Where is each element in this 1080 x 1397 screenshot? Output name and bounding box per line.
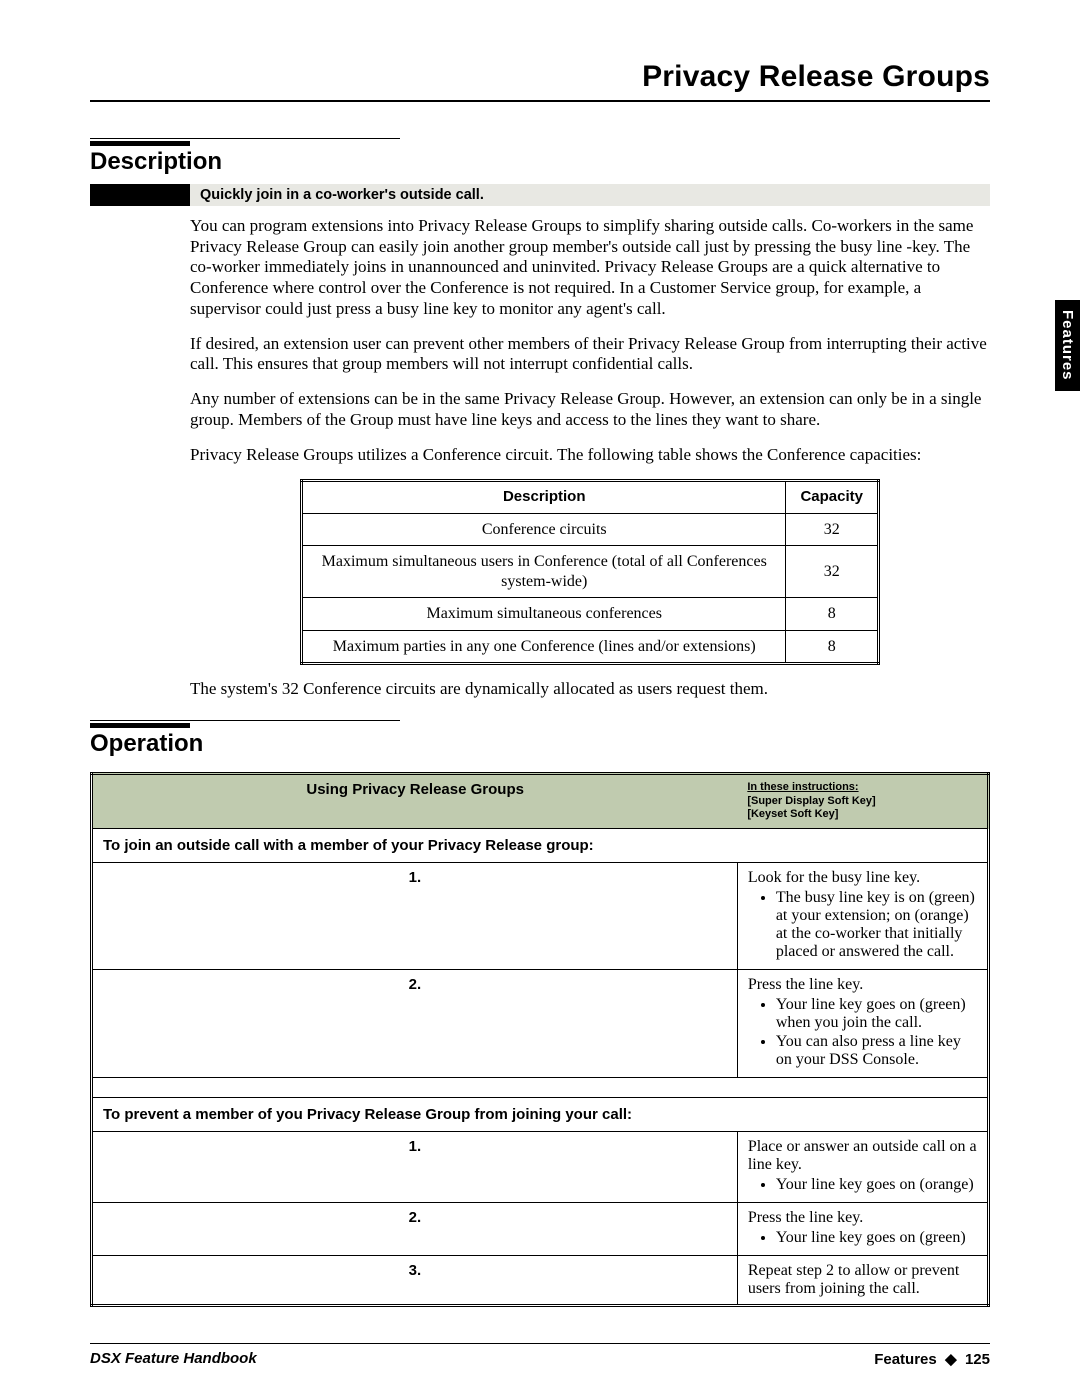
capacity-table: Description Capacity Conference circuits…	[300, 479, 880, 665]
step-text: Press the line key.	[748, 1209, 863, 1226]
subhead-text: To prevent a member of you Privacy Relea…	[92, 1098, 989, 1132]
para: Any number of extensions can be in the s…	[190, 389, 990, 430]
table-row: 2. Press the line key. Your line key goe…	[92, 970, 989, 1078]
side-tab-features: Features	[1055, 300, 1080, 391]
table-row: Maximum parties in any one Conference (l…	[302, 630, 879, 664]
callout-black-box	[90, 184, 190, 206]
operation-subhead: To join an outside call with a member of…	[92, 829, 989, 863]
step-text: Look for the busy line key.	[748, 869, 920, 886]
section-rule	[90, 720, 400, 721]
cell-desc: Conference circuits	[302, 513, 786, 546]
step-num: 3.	[92, 1256, 738, 1306]
legend-line: [Super Display Soft Key]	[747, 795, 875, 807]
title-rule	[90, 100, 990, 102]
step-num: 1.	[92, 863, 738, 970]
table-row: Conference circuits 32	[302, 513, 879, 546]
spacer-row	[92, 1078, 989, 1098]
operation-legend: In these instructions: [Super Display So…	[737, 773, 988, 828]
step-text: Place or answer an outside call on a lin…	[748, 1138, 977, 1173]
step-cell: Repeat step 2 to allow or prevent users …	[737, 1256, 988, 1306]
operation-title: Using Privacy Release Groups	[92, 773, 738, 828]
cell-cap: 32	[786, 546, 879, 598]
operation-header-row: Using Privacy Release Groups In these in…	[92, 773, 989, 828]
operation-section: Operation Using Privacy Release Groups I…	[90, 720, 990, 1307]
list-item: Your line key goes on (green) when you j…	[776, 996, 977, 1032]
cell-cap: 32	[786, 513, 879, 546]
section-rule-thick	[90, 723, 190, 728]
cell-desc: Maximum simultaneous users in Conference…	[302, 546, 786, 598]
operation-heading: Operation	[90, 730, 990, 758]
page-title: Privacy Release Groups	[90, 60, 990, 94]
step-num: 2.	[92, 970, 738, 1078]
section-rule-thick	[90, 141, 190, 146]
col-description: Description	[302, 481, 786, 513]
col-capacity: Capacity	[786, 481, 879, 513]
step-text: Repeat step 2 to allow or prevent users …	[748, 1262, 960, 1297]
table-header-row: Description Capacity	[302, 481, 879, 513]
para: Privacy Release Groups utilizes a Confer…	[190, 445, 990, 466]
bullet-list: The busy line key is on (green) at your …	[776, 889, 977, 961]
cell-desc: Maximum simultaneous conferences	[302, 598, 786, 631]
step-num: 2.	[92, 1203, 738, 1256]
section-rule	[90, 138, 400, 139]
subhead-text: To join an outside call with a member of…	[92, 829, 989, 863]
document-page: Privacy Release Groups Features Descript…	[0, 0, 1080, 1397]
para: The system's 32 Conference circuits are …	[190, 679, 990, 700]
legend-line: [Keyset Soft Key]	[747, 808, 838, 820]
callout-row: Quickly join in a co-worker's outside ca…	[90, 184, 990, 206]
bullet-list: Your line key goes on (green) when you j…	[776, 996, 977, 1069]
cell-desc: Maximum parties in any one Conference (l…	[302, 630, 786, 664]
footer-sep: ◆	[945, 1351, 957, 1368]
list-item: The busy line key is on (green) at your …	[776, 889, 977, 961]
list-item: Your line key goes on (green)	[776, 1229, 977, 1247]
description-body: You can program extensions into Privacy …	[190, 216, 990, 700]
para: You can program extensions into Privacy …	[190, 216, 990, 320]
step-text: Press the line key.	[748, 976, 863, 993]
cell-cap: 8	[786, 630, 879, 664]
table-row: Maximum simultaneous conferences 8	[302, 598, 879, 631]
description-section: Description Quickly join in a co-worker'…	[90, 138, 990, 700]
operation-subhead: To prevent a member of you Privacy Relea…	[92, 1098, 989, 1132]
step-cell: Press the line key. Your line key goes o…	[737, 970, 988, 1078]
list-item: Your line key goes on (orange)	[776, 1176, 977, 1194]
table-row: 2. Press the line key. Your line key goe…	[92, 1203, 989, 1256]
step-num: 1.	[92, 1132, 738, 1203]
bullet-list: Your line key goes on (orange)	[776, 1176, 977, 1194]
operation-table: Using Privacy Release Groups In these in…	[90, 772, 990, 1307]
table-row: Maximum simultaneous users in Conference…	[302, 546, 879, 598]
step-cell: Look for the busy line key. The busy lin…	[737, 863, 988, 970]
table-row: 1. Place or answer an outside call on a …	[92, 1132, 989, 1203]
footer-page-number: 125	[965, 1351, 990, 1368]
cell-cap: 8	[786, 598, 879, 631]
callout-text: Quickly join in a co-worker's outside ca…	[190, 184, 990, 206]
footer-label: Features	[874, 1351, 937, 1368]
table-row: 1. Look for the busy line key. The busy …	[92, 863, 989, 970]
legend-line: In these instructions:	[747, 781, 858, 793]
bullet-list: Your line key goes on (green)	[776, 1229, 977, 1247]
page-footer: DSX Feature Handbook Features ◆ 125	[90, 1350, 990, 1368]
footer-right: Features ◆ 125	[874, 1350, 990, 1368]
step-cell: Press the line key. Your line key goes o…	[737, 1203, 988, 1256]
table-row: 3. Repeat step 2 to allow or prevent use…	[92, 1256, 989, 1306]
para: If desired, an extension user can preven…	[190, 334, 990, 375]
list-item: You can also press a line key on your DS…	[776, 1033, 977, 1069]
footer-rule	[90, 1343, 990, 1344]
step-cell: Place or answer an outside call on a lin…	[737, 1132, 988, 1203]
description-heading: Description	[90, 148, 990, 176]
footer-left: DSX Feature Handbook	[90, 1350, 257, 1368]
